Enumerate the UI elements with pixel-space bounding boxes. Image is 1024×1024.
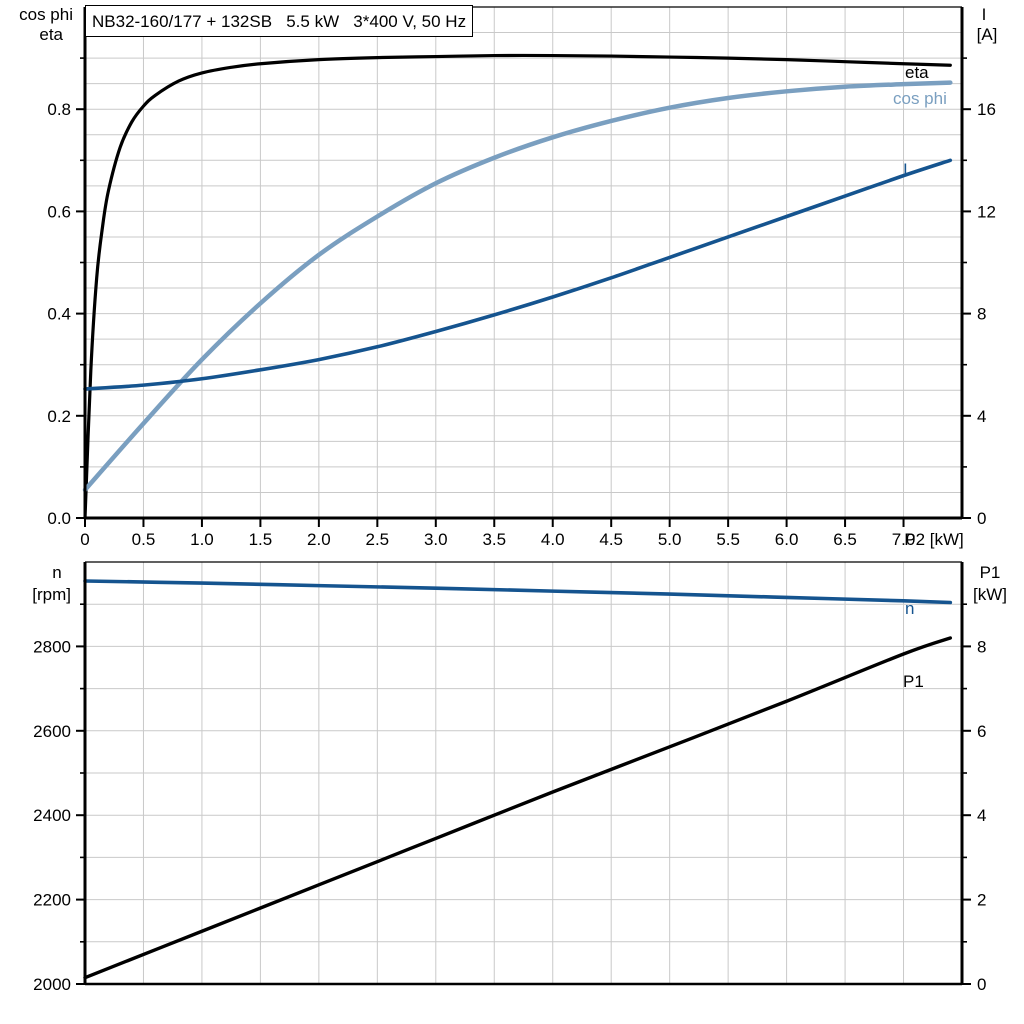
top-left-tick-label: 0.4 [47,305,71,324]
top-x-tick-label: 3.5 [482,530,506,549]
bottom-left-tick-label: 2200 [33,891,71,910]
bottom-left-tick-label: 2800 [33,637,71,656]
top-x-tick-label: 0 [80,530,89,549]
top-left-tick-label: 0.2 [47,407,71,426]
bottom-chart-svg: 2000 2200 2400 2600 2800 0 2 4 6 8 n [rpm] P1 [kW] n P1 [32,561,1007,994]
bottom-right-axis-title: P1 [980,563,1001,582]
label-current: I [903,160,908,179]
bottom-left-tick-label: 2600 [33,722,71,741]
top-grid [85,6,963,518]
top-left-tick-label: 0.6 [47,202,71,221]
bottom-axes [76,561,971,986]
label-p1: P1 [903,672,924,691]
top-x-tick-label: 5.0 [658,530,682,549]
label-eta: eta [905,63,929,82]
label-cos-phi: cos phi [893,89,947,108]
top-right-tick-label: 12 [977,202,996,221]
bottom-right-tick-label: 0 [977,975,986,994]
series-cos-phi [82,80,953,493]
bottom-left-tick-label: 2400 [33,806,71,825]
bottom-right-tick-label: 6 [977,722,986,741]
top-right-axis-title-unit: [A] [977,25,998,44]
series-eta [83,53,952,520]
top-chart-svg: 0.0 0.2 0.4 0.6 0.8 0 4 8 12 16 0 0.5 1.0 1.5 2.0 2.5 3.… [19,5,998,549]
top-right-tick-label: 16 [977,100,996,119]
x-axis-unit-label: P2 [kW] [904,530,964,549]
top-series [82,53,953,520]
bottom-series [83,579,953,980]
series-I [83,158,953,391]
top-x-tick-label: 4.5 [599,530,623,549]
bottom-grid [85,562,963,984]
series-n [83,579,953,605]
chart-title-text: NB32-160/177 + 132SB 5.5 kW 3*400 V, 50 … [92,11,467,31]
bottom-right-tick-label: 8 [977,637,986,656]
series-P1 [83,636,953,980]
top-x-tick-label: 4.0 [541,530,565,549]
top-right-tick-label: 8 [977,305,986,324]
top-right-axis-title: I [982,5,987,24]
top-x-tick-label: 3.0 [424,530,448,549]
top-left-axis-title-unit: eta [39,25,63,44]
bottom-chart-panel: 2000 2200 2400 2600 2800 0 2 4 6 8 n [rpm] P1 [kW] n P1 [0,552,1024,1024]
top-chart-panel: 0.0 0.2 0.4 0.6 0.8 0 4 8 12 16 0 0.5 1.0 1.5 2.0 2.5 3.… [19,5,998,549]
top-left-tick-label: 0.0 [47,509,71,528]
top-right-tick-label: 4 [977,407,986,426]
bottom-left-tick-label: 2000 [33,975,71,994]
bottom-right-tick-label: 4 [977,806,986,825]
top-x-tick-label: 0.5 [132,530,156,549]
top-right-tick-label: 0 [977,509,986,528]
top-x-tick-label: 6.5 [833,530,857,549]
label-speed: n [905,599,914,618]
top-x-tick-label: 2.0 [307,530,331,549]
bottom-left-axis-title: n [52,563,61,582]
top-x-tick-label: 5.5 [716,530,740,549]
top-x-tick-label: 6.0 [775,530,799,549]
bottom-left-axis-title-unit: [rpm] [32,585,71,604]
top-x-tick-label: 1.5 [249,530,273,549]
top-left-axis-title: cos phi [19,5,73,24]
top-x-tick-label: 1.0 [190,530,214,549]
top-x-tick-label: 7.0 [892,530,916,549]
chart-title-box: NB32-160/177 + 132SB 5.5 kW 3*400 V, 50 … [85,5,474,37]
bottom-right-axis-title-unit: [kW] [973,585,1007,604]
top-left-tick-label: 0.8 [47,100,71,119]
bottom-right-tick-label: 2 [977,891,986,910]
top-x-tick-label: 2.5 [366,530,390,549]
